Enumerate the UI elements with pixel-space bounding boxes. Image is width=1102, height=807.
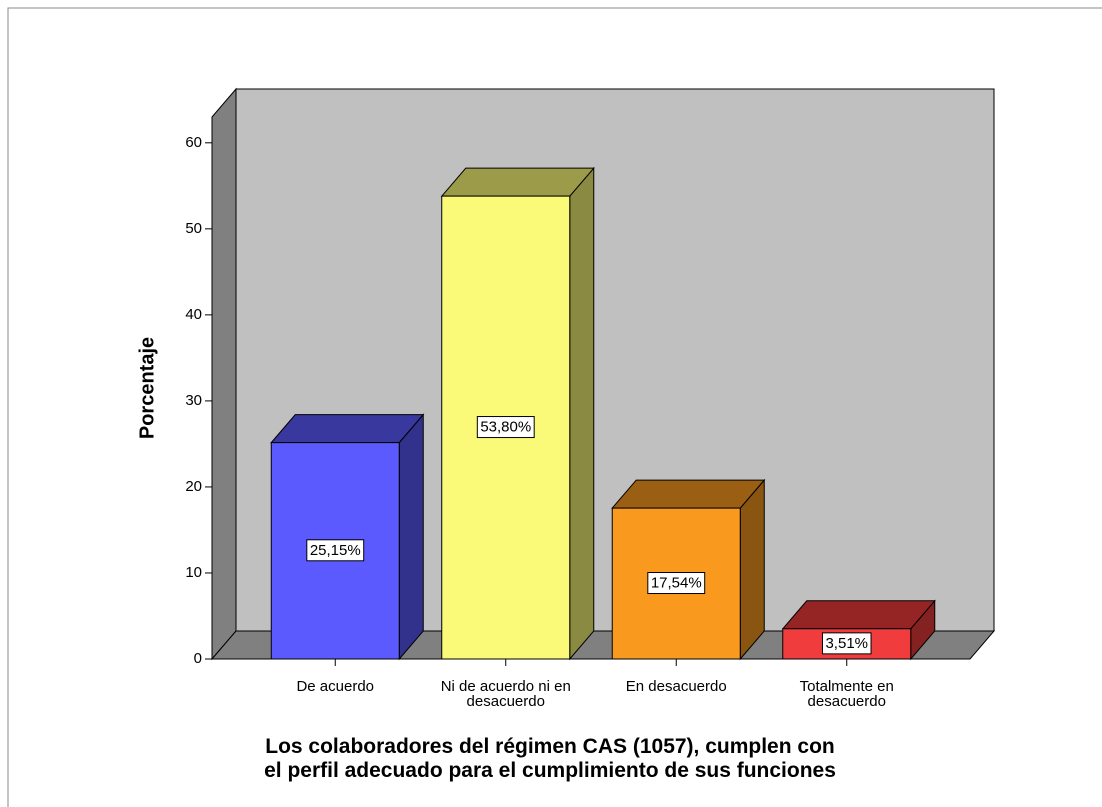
y-tick-label: 10 bbox=[185, 564, 202, 581]
bar-top bbox=[270, 414, 425, 444]
value-label-box bbox=[821, 632, 872, 655]
bar bbox=[440, 166, 595, 661]
value-label: 17,54% bbox=[651, 575, 702, 592]
x-tick-label: Totalmente en desacuerdo bbox=[799, 678, 894, 710]
y-tick-label: 40 bbox=[185, 306, 202, 323]
bar-side bbox=[739, 478, 765, 661]
y-tick-label: 0 bbox=[194, 650, 202, 667]
bar-top bbox=[440, 167, 595, 197]
value-label-box bbox=[647, 572, 706, 595]
value-label: 25,15% bbox=[310, 542, 361, 559]
bar-side bbox=[398, 413, 424, 661]
left-wall bbox=[211, 87, 237, 661]
y-tick-label: 60 bbox=[185, 134, 202, 151]
bar bbox=[611, 478, 766, 661]
x-tick-label: De acuerdo bbox=[296, 678, 375, 695]
bar-top bbox=[781, 600, 936, 630]
value-label-box bbox=[306, 539, 365, 562]
bar-side bbox=[569, 166, 595, 661]
value-label: 3,51% bbox=[825, 635, 868, 652]
x-axis-label: Los colaboradores del régimen CAS (1057)… bbox=[264, 735, 836, 782]
bar bbox=[270, 413, 425, 661]
value-label: 53,80% bbox=[480, 419, 531, 436]
bar-top bbox=[611, 479, 766, 509]
bar bbox=[781, 599, 936, 661]
y-axis-label: Porcentaje bbox=[136, 337, 158, 439]
y-tick-label: 30 bbox=[185, 392, 202, 409]
x-tick-label: Ni de acuerdo ni en desacuerdo bbox=[440, 678, 571, 710]
x-tick-label: En desacuerdo bbox=[625, 678, 727, 695]
y-tick-label: 50 bbox=[185, 220, 202, 237]
value-label-box bbox=[476, 416, 535, 439]
y-tick-label: 20 bbox=[185, 478, 202, 495]
